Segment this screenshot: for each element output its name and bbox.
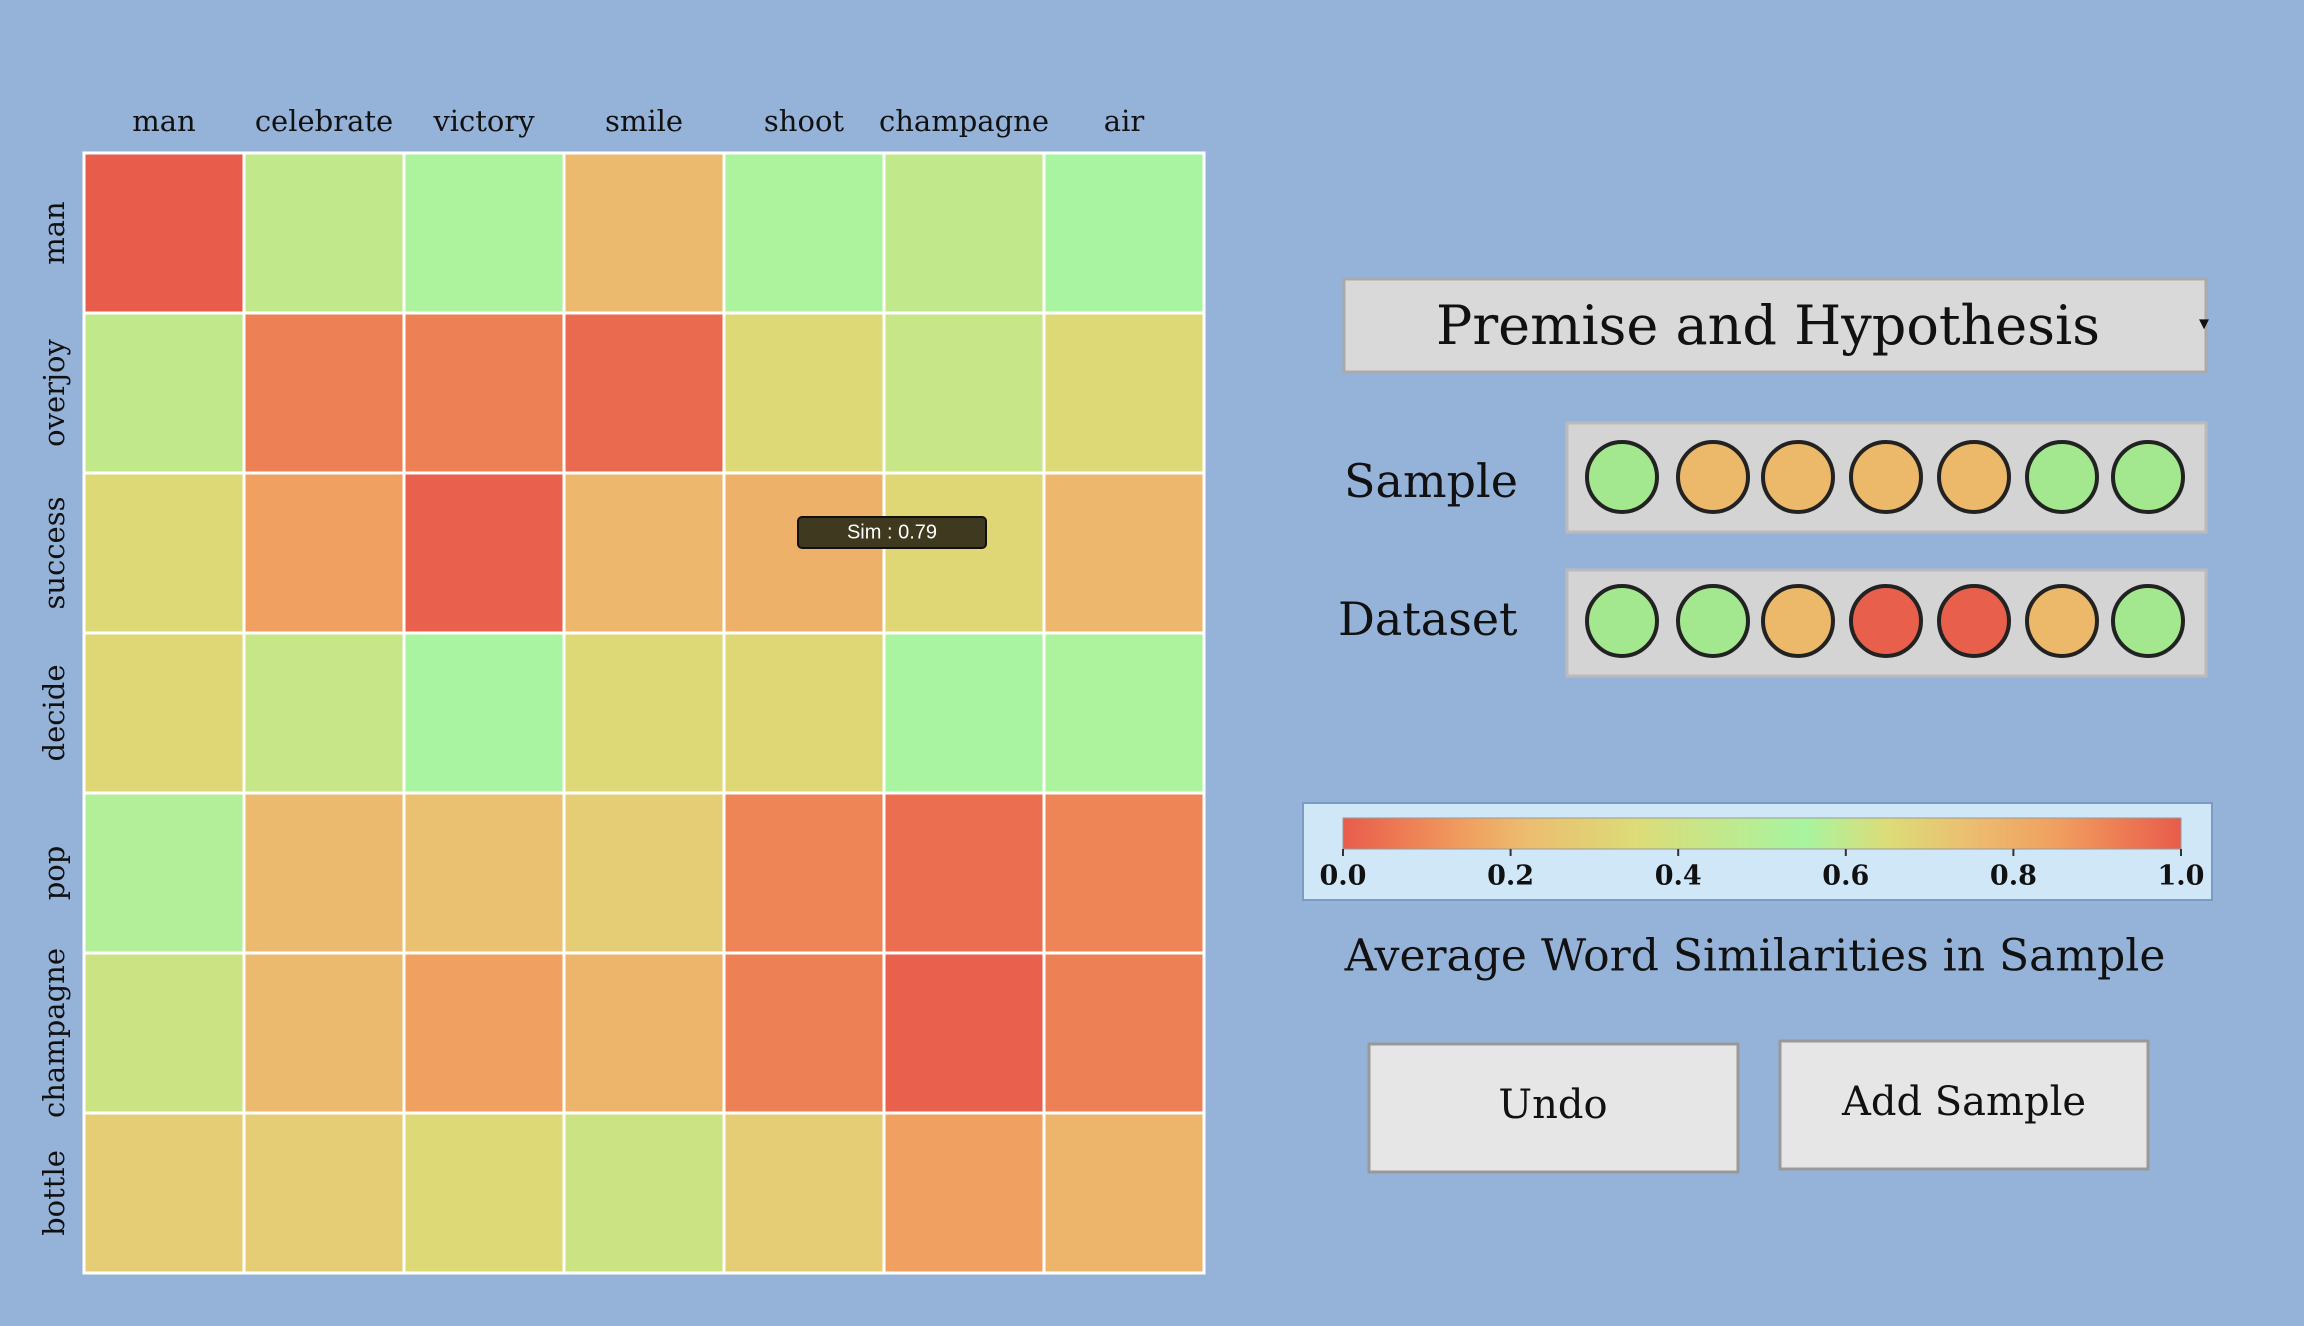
dataset-indicator — [1676, 584, 1750, 658]
dataset-label: Dataset — [1338, 592, 1518, 646]
heatmap-cell — [722, 1111, 886, 1275]
dropdown-arrow: ▾ — [2199, 311, 2209, 335]
heatmap-cell — [882, 311, 1046, 475]
dropdown-label: Premise and Hypothesis — [1436, 294, 2100, 357]
heatmap-cell — [1042, 631, 1206, 795]
heatmap-cell — [242, 471, 406, 635]
heatmap-cell — [882, 631, 1046, 795]
column-label: shoot — [764, 104, 844, 138]
heatmap-cell — [402, 631, 566, 795]
heatmap-cell — [1042, 791, 1206, 955]
heatmap-cell — [242, 791, 406, 955]
add-sample-button[interactable] — [1778, 1039, 2150, 1171]
heatmap-cell — [882, 791, 1046, 955]
heatmap-cell — [402, 1111, 566, 1275]
heatmap-cell — [562, 471, 726, 635]
sample-indicator — [1937, 440, 2011, 514]
heatmap-cell — [82, 631, 246, 795]
column-label: champagne — [879, 104, 1049, 138]
heatmap-cell — [882, 1111, 1046, 1275]
undo-label: Undo — [1498, 1082, 1607, 1128]
dataset-indicator — [2111, 584, 2185, 658]
colorbar-tick-label: 1.0 — [2158, 861, 2205, 892]
heatmap-cell — [1042, 951, 1206, 1115]
heatmap-cell — [242, 1111, 406, 1275]
heatmap-cell — [82, 1111, 246, 1275]
heatmap-cell — [722, 311, 886, 475]
row-label: bottle — [37, 1150, 71, 1236]
heatmap-cell — [562, 791, 726, 955]
heatmap-cell — [402, 311, 566, 475]
heatmap-cell — [722, 471, 886, 635]
dataset-indicator — [1937, 584, 2011, 658]
heatmap-cell — [1042, 1111, 1206, 1275]
sample-indicator — [1585, 440, 1659, 514]
heatmap-cell — [402, 471, 566, 635]
sample-indicator — [1849, 440, 1923, 514]
heatmap-cell — [82, 471, 246, 635]
colorbar — [1342, 817, 2182, 850]
column-label: air — [1104, 104, 1145, 138]
colorbar-tick-label: 0.6 — [1822, 861, 1869, 892]
dropdown[interactable] — [1342, 277, 2208, 374]
heatmap-cell — [82, 951, 246, 1115]
dataset-indicator — [1849, 584, 1923, 658]
dataset-indicator — [2025, 584, 2099, 658]
heatmap-cell — [722, 151, 886, 315]
heatmap-cell — [562, 311, 726, 475]
sample-indicator — [1676, 440, 1750, 514]
heatmap-cell — [562, 151, 726, 315]
tooltip-box — [797, 516, 987, 549]
row-label: success — [37, 497, 71, 610]
sample-label: Sample — [1344, 454, 1518, 508]
colorbar-tick-label: 0.0 — [1320, 861, 1367, 892]
heatmap-cell — [882, 471, 1046, 635]
row-label: champagne — [37, 948, 71, 1118]
heatmap-cell — [562, 1111, 726, 1275]
colorbar-tick-label: 0.8 — [1990, 861, 2037, 892]
row-label: overjoy — [37, 339, 71, 447]
colorbar-tick-label: 0.2 — [1487, 861, 1534, 892]
tooltip: Sim : 0.79 — [847, 521, 937, 543]
column-label: man — [132, 104, 195, 138]
add-sample-label: Add Sample — [1841, 1079, 2086, 1125]
heatmap-cell — [242, 151, 406, 315]
heatmap-cell — [82, 311, 246, 475]
column-label: smile — [605, 104, 683, 138]
sample-indicator — [2025, 440, 2099, 514]
heatmap-cell — [562, 631, 726, 795]
sample-indicator — [1761, 440, 1835, 514]
column-label: celebrate — [255, 104, 393, 138]
heatmap-cell — [1042, 151, 1206, 315]
colorbar-tick-label: 0.4 — [1655, 861, 1702, 892]
row-label: man — [37, 201, 71, 264]
dataset-indicator — [1761, 584, 1835, 658]
row-label: pop — [37, 846, 71, 901]
heatmap-cell — [82, 791, 246, 955]
column-label: victory — [432, 104, 535, 138]
heatmap-cell — [562, 951, 726, 1115]
heatmap-cell — [242, 631, 406, 795]
heatmap-cell — [402, 791, 566, 955]
heatmap-cell — [242, 951, 406, 1115]
dataset-indicator — [1585, 584, 1659, 658]
undo-button[interactable] — [1367, 1042, 1740, 1174]
heatmap-cell — [82, 151, 246, 315]
row-label: decide — [37, 665, 71, 762]
heatmap-cell — [722, 631, 886, 795]
heatmap-cell — [1042, 311, 1206, 475]
heatmap-cell — [722, 791, 886, 955]
heatmap-cell — [722, 951, 886, 1115]
heatmap-cell — [402, 151, 566, 315]
colorbar-title: Average Word Similarities in Sample — [1344, 931, 2166, 982]
heatmap-cell — [1042, 471, 1206, 635]
heatmap-cell — [882, 951, 1046, 1115]
sample-indicator — [2111, 440, 2185, 514]
heatmap-cell — [882, 151, 1046, 315]
heatmap-cell — [402, 951, 566, 1115]
heatmap-cell — [242, 311, 406, 475]
